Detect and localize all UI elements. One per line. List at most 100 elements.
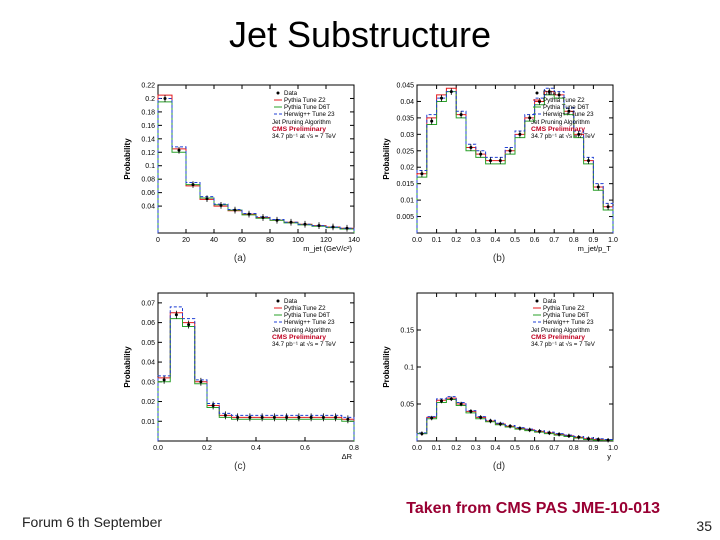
svg-text:Pythia Tune D6T: Pythia Tune D6T	[284, 312, 330, 319]
svg-text:0.2: 0.2	[451, 445, 461, 452]
svg-text:CMS Preliminary: CMS Preliminary	[272, 126, 326, 133]
svg-text:0.8: 0.8	[569, 237, 579, 244]
svg-text:0.2: 0.2	[202, 445, 212, 452]
svg-text:0.04: 0.04	[400, 99, 414, 106]
svg-text:Pythia Tune Z2: Pythia Tune Z2	[284, 305, 326, 312]
panel-a: 0204060801001201400.040.060.080.10.120.1…	[120, 72, 360, 262]
svg-text:0.7: 0.7	[549, 237, 559, 244]
svg-text:m_jet/p_T: m_jet/p_T	[578, 244, 612, 253]
svg-text:0.035: 0.035	[396, 115, 414, 122]
panel-b-label: (b)	[379, 253, 619, 264]
svg-text:0.03: 0.03	[400, 132, 414, 139]
panel-a-label: (a)	[120, 253, 360, 264]
footer-left: Forum 6 th September	[22, 514, 162, 530]
svg-text:0.15: 0.15	[400, 328, 414, 335]
panel-d-svg: 0.00.10.20.30.40.50.60.70.80.91.00.050.1…	[379, 280, 619, 470]
svg-text:0.0: 0.0	[412, 237, 422, 244]
svg-text:Pythia Tune Z2: Pythia Tune Z2	[543, 305, 585, 312]
svg-text:0.14: 0.14	[141, 136, 155, 143]
svg-text:Herwig++ Tune 23: Herwig++ Tune 23	[543, 111, 594, 118]
svg-text:34.7 pb⁻¹ at √s = 7 TeV: 34.7 pb⁻¹ at √s = 7 TeV	[272, 341, 337, 348]
svg-text:0.6: 0.6	[530, 237, 540, 244]
svg-text:Jet Pruning Algorithm: Jet Pruning Algorithm	[531, 327, 590, 334]
svg-text:Probability: Probability	[123, 138, 132, 180]
svg-text:0.22: 0.22	[141, 83, 155, 90]
svg-text:120: 120	[320, 237, 332, 244]
svg-text:Jet Pruning Algorithm: Jet Pruning Algorithm	[272, 327, 331, 334]
svg-text:0.04: 0.04	[141, 204, 155, 211]
svg-text:0.4: 0.4	[491, 445, 501, 452]
svg-text:34.7 pb⁻¹ at √s = 7 TeV: 34.7 pb⁻¹ at √s = 7 TeV	[531, 133, 596, 140]
svg-text:0.18: 0.18	[141, 109, 155, 116]
svg-text:0.2: 0.2	[145, 96, 155, 103]
svg-text:0.005: 0.005	[396, 214, 414, 221]
svg-text:Pythia Tune D6T: Pythia Tune D6T	[543, 104, 589, 111]
svg-text:0.015: 0.015	[396, 181, 414, 188]
svg-text:34.7 pb⁻¹ at √s = 7 TeV: 34.7 pb⁻¹ at √s = 7 TeV	[272, 133, 337, 140]
svg-text:CMS Preliminary: CMS Preliminary	[272, 334, 326, 341]
svg-text:0.7: 0.7	[549, 445, 559, 452]
svg-text:0.01: 0.01	[400, 198, 414, 205]
panel-c: 0.00.20.40.60.80.010.020.030.040.050.060…	[120, 280, 360, 470]
svg-text:1.0: 1.0	[608, 445, 618, 452]
svg-text:Probability: Probability	[123, 346, 132, 388]
svg-text:Pythia Tune Z2: Pythia Tune Z2	[284, 97, 326, 104]
svg-text:Probability: Probability	[382, 138, 391, 180]
svg-text:Probability: Probability	[382, 346, 391, 388]
caption-text: Taken from CMS PAS JME-10-013	[406, 500, 660, 518]
panel-c-svg: 0.00.20.40.60.80.010.020.030.040.050.060…	[120, 280, 360, 470]
svg-text:Herwig++ Tune 23: Herwig++ Tune 23	[543, 319, 594, 326]
svg-text:0.045: 0.045	[396, 83, 414, 90]
svg-text:0: 0	[156, 237, 160, 244]
svg-text:Pythia Tune D6T: Pythia Tune D6T	[543, 312, 589, 319]
chart-grid: 0204060801001201400.040.060.080.10.120.1…	[120, 72, 620, 470]
svg-text:0.5: 0.5	[510, 237, 520, 244]
svg-text:Data: Data	[543, 298, 557, 305]
svg-text:CMS Preliminary: CMS Preliminary	[531, 126, 585, 133]
svg-text:0.0: 0.0	[412, 445, 422, 452]
svg-text:Herwig++ Tune 23: Herwig++ Tune 23	[284, 111, 335, 118]
panel-d-label: (d)	[379, 461, 619, 472]
svg-text:Pythia Tune Z2: Pythia Tune Z2	[543, 97, 585, 104]
svg-text:140: 140	[348, 237, 360, 244]
svg-text:20: 20	[182, 237, 190, 244]
svg-text:0.01: 0.01	[141, 419, 155, 426]
svg-text:0.04: 0.04	[141, 360, 155, 367]
svg-text:Data: Data	[284, 298, 298, 305]
svg-text:ΔR: ΔR	[342, 452, 353, 461]
svg-text:Jet Pruning Algorithm: Jet Pruning Algorithm	[531, 119, 590, 126]
slide-title: Jet Substructure	[0, 14, 720, 56]
svg-text:Data: Data	[543, 90, 557, 97]
svg-text:Data: Data	[284, 90, 298, 97]
svg-text:1.0: 1.0	[608, 237, 618, 244]
svg-text:0.05: 0.05	[141, 340, 155, 347]
svg-text:0.08: 0.08	[141, 177, 155, 184]
svg-text:CMS Preliminary: CMS Preliminary	[531, 334, 585, 341]
svg-text:0.3: 0.3	[471, 445, 481, 452]
svg-text:40: 40	[210, 237, 218, 244]
svg-text:0.05: 0.05	[400, 402, 414, 409]
svg-text:0.1: 0.1	[145, 163, 155, 170]
svg-text:0.4: 0.4	[491, 237, 501, 244]
svg-text:0.16: 0.16	[141, 123, 155, 130]
svg-text:34.7 pb⁻¹ at √s = 7 TeV: 34.7 pb⁻¹ at √s = 7 TeV	[531, 341, 596, 348]
svg-text:0.06: 0.06	[141, 190, 155, 197]
svg-text:Pythia Tune D6T: Pythia Tune D6T	[284, 104, 330, 111]
svg-text:80: 80	[266, 237, 274, 244]
svg-text:0.5: 0.5	[510, 445, 520, 452]
panel-b: 0.00.10.20.30.40.50.60.70.80.91.00.0050.…	[379, 72, 619, 262]
svg-text:0.02: 0.02	[141, 399, 155, 406]
svg-text:0.0: 0.0	[153, 445, 163, 452]
panel-c-label: (c)	[120, 461, 360, 472]
svg-text:0.6: 0.6	[300, 445, 310, 452]
svg-text:0.07: 0.07	[141, 300, 155, 307]
panel-a-svg: 0204060801001201400.040.060.080.10.120.1…	[120, 72, 360, 262]
svg-text:0.8: 0.8	[569, 445, 579, 452]
svg-text:0.8: 0.8	[349, 445, 359, 452]
svg-text:y: y	[607, 452, 611, 461]
svg-text:100: 100	[292, 237, 304, 244]
svg-text:0.12: 0.12	[141, 150, 155, 157]
svg-text:0.025: 0.025	[396, 148, 414, 155]
svg-text:0.2: 0.2	[451, 237, 461, 244]
svg-text:0.1: 0.1	[432, 237, 442, 244]
